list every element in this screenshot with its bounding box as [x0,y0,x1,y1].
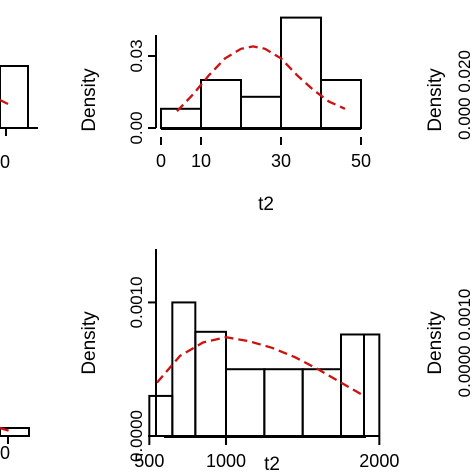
density-curve-fragment [0,426,11,433]
histogram-bar [225,368,266,438]
y-axis-label: Density [425,68,446,132]
density-curve-fragment [0,98,9,106]
panel-bottom-left-partial: 0 [0,426,30,463]
histogram-bar [200,79,242,129]
histogram-bar [194,330,227,438]
y-tick-label-partial: 0.0000 0.0010 [455,289,474,398]
y-axis-label: Density [79,68,100,132]
x-tick-label-partial: 0 [0,152,10,172]
bar-partial [0,65,29,129]
histogram-bar [240,95,282,130]
density-curve [156,336,365,397]
density-curve [176,45,346,112]
y-tick-label: 0.0010 [127,276,146,328]
histogram-bar [263,368,304,438]
histogram-bar [148,394,174,437]
panel-top-center: 0 10 30 50 0.00 0.03 t2 Density [79,16,371,215]
x-axis-ticks: 0 10 30 50 [156,137,371,171]
histogram-bars [160,16,362,130]
x-axis-ticks: 500 1000 2000 [134,437,399,471]
panel-top-left-partial: 0 [0,65,38,172]
x-tick-label: 1000 [206,451,246,471]
x-tick-label: 30 [271,151,291,171]
panel-bottom-center: 500 1000 2000 0.0000 0.0010 t2 Density [79,249,399,474]
x-tick-label: 50 [351,151,371,171]
y-axis-label: Density [79,311,100,375]
histogram-bar [171,301,197,437]
x-tick-label-partial: 0 [0,443,10,463]
y-tick-label: 0.00 [127,111,146,144]
y-axis-ticks: 0.0000 0.0010 [127,276,156,462]
x-tick-label: 0 [156,151,166,171]
y-axis-ticks: 0.00 0.03 [127,39,156,145]
histogram-bar [280,16,322,130]
histogram-bar [160,107,202,130]
y-axis-label: Density [425,311,446,375]
x-axis-label: t2 [258,194,274,215]
x-tick-label: 10 [191,151,211,171]
y-tick-label-partial: 0.000 0.020 [455,50,474,140]
x-tick-label: 500 [134,451,164,471]
x-tick-label: 2000 [359,451,399,471]
histogram-bar [363,333,381,437]
panel-top-right-partial: Density 0.000 0.020 [425,50,474,140]
bar-partial [0,427,30,437]
y-tick-label: 0.0000 [127,410,146,462]
x-axis-label: t2 [264,454,280,474]
histogram-bars [148,301,381,438]
panel-bottom-right-partial: Density 0.0000 0.0010 [425,289,474,398]
y-tick-label: 0.03 [127,39,146,72]
histogram-bar [320,79,362,129]
